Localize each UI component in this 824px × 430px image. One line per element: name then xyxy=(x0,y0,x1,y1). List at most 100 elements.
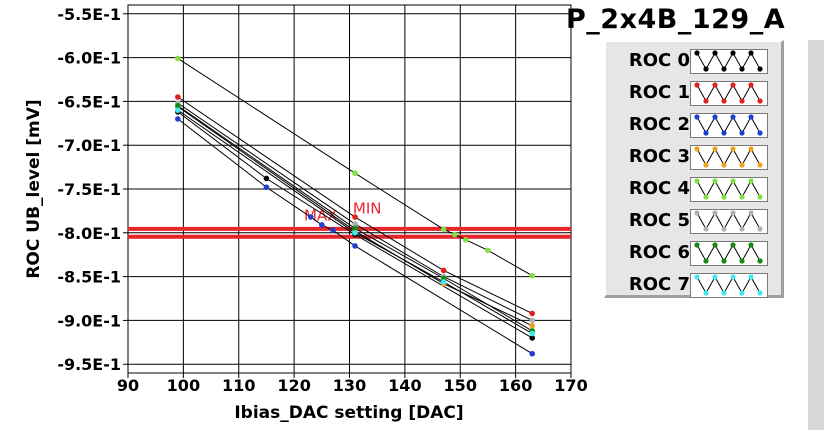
legend-marker xyxy=(730,146,736,152)
legend-swatch xyxy=(690,145,768,170)
legend-label: ROC 4 xyxy=(628,178,690,199)
legend-item: ROC 6 xyxy=(606,238,781,270)
data-point xyxy=(352,230,358,236)
legend-marker xyxy=(721,194,727,200)
legend-marker xyxy=(721,66,727,72)
legend-marker xyxy=(757,258,763,264)
legend-swatch-line xyxy=(696,51,761,71)
legend-marker xyxy=(703,66,709,72)
legend-marker xyxy=(694,114,700,120)
legend-marker xyxy=(721,258,727,264)
legend-marker xyxy=(757,290,763,296)
legend-marker xyxy=(748,114,754,120)
legend-marker xyxy=(739,290,745,296)
x-tick-label: 130 xyxy=(333,376,366,395)
data-point xyxy=(352,214,358,220)
legend-marker xyxy=(703,194,709,200)
y-tick-label: -9.5E-1 xyxy=(57,355,121,374)
chart-title: P_2x4B_129_A xyxy=(566,4,786,35)
x-tick-label: 150 xyxy=(444,376,477,395)
legend-swatch xyxy=(690,49,768,74)
legend-marker xyxy=(730,50,736,56)
legend-marker xyxy=(730,210,736,216)
data-point xyxy=(175,94,181,100)
y-tick-label: -8.0E-1 xyxy=(57,224,121,243)
legend-marker xyxy=(748,146,754,152)
legend-swatch xyxy=(690,241,768,266)
x-tick-label: 120 xyxy=(277,376,310,395)
legend-marker xyxy=(748,50,754,56)
legend-marker xyxy=(721,226,727,232)
y-tick-label: -9.0E-1 xyxy=(57,311,121,330)
legend-marker xyxy=(712,114,718,120)
x-tick-label: 90 xyxy=(117,376,139,395)
legend-label: ROC 0 xyxy=(628,50,690,71)
legend-marker xyxy=(739,66,745,72)
x-tick-label: 110 xyxy=(222,376,255,395)
legend-marker xyxy=(748,82,754,88)
legend-item: ROC 5 xyxy=(606,206,781,238)
legend-marker xyxy=(703,226,709,232)
y-tick-label: -6.5E-1 xyxy=(57,92,121,111)
legend-marker xyxy=(748,242,754,248)
legend-marker xyxy=(703,162,709,168)
legend-marker xyxy=(757,98,763,104)
data-point xyxy=(330,227,336,233)
series-line xyxy=(177,105,533,332)
data-point xyxy=(451,231,458,238)
series-line xyxy=(177,109,533,335)
data-point xyxy=(529,310,536,317)
legend-marker xyxy=(730,178,736,184)
tick-labels: 90 100 110 120 130 140 150 160 170 -5.5E-1 -6.0E-1… xyxy=(57,5,587,395)
legend-swatch xyxy=(690,209,768,234)
series-line xyxy=(177,102,533,321)
legend-swatch-graphic xyxy=(694,210,763,232)
x-tick-label: 170 xyxy=(554,376,587,395)
legend-swatch-graphic xyxy=(694,114,763,136)
legend-marker xyxy=(721,162,727,168)
legend-label: ROC 3 xyxy=(628,146,690,167)
grid xyxy=(123,5,572,378)
data-point xyxy=(263,184,270,191)
scrollbar-track xyxy=(808,40,824,430)
legend-item: ROC 2 xyxy=(606,110,781,142)
legend-item: ROC 4 xyxy=(606,174,781,206)
legend-swatch-line xyxy=(696,179,761,199)
legend-marker xyxy=(694,274,700,280)
legend-marker xyxy=(730,114,736,120)
legend-marker xyxy=(757,66,763,72)
data-point xyxy=(175,55,181,62)
legend-marker xyxy=(703,98,709,104)
legend-label: ROC 7 xyxy=(628,274,690,295)
legend-marker xyxy=(739,98,745,104)
data-point xyxy=(485,247,491,254)
data-point xyxy=(175,116,181,122)
data-point xyxy=(440,226,447,233)
legend-swatch-line xyxy=(696,147,761,167)
legend-label: ROC 2 xyxy=(628,114,690,135)
legend-marker xyxy=(748,178,754,184)
legend-swatch-graphic xyxy=(694,82,763,104)
data-point xyxy=(352,170,358,177)
data-point xyxy=(307,214,314,220)
legend-item: ROC 0 xyxy=(606,46,781,78)
x-tick-label: 160 xyxy=(499,376,532,395)
legend-swatch-graphic xyxy=(694,274,763,296)
data-point xyxy=(440,267,447,274)
data-point xyxy=(462,237,469,243)
legend-marker xyxy=(739,194,745,200)
y-tick-label: -5.5E-1 xyxy=(57,5,121,24)
data-point xyxy=(529,272,536,279)
legend-marker xyxy=(748,210,754,216)
legend-marker xyxy=(721,130,727,136)
series-line xyxy=(177,96,533,314)
legend-marker xyxy=(712,274,718,280)
data-point xyxy=(175,107,181,113)
legend-marker xyxy=(739,130,745,136)
legend-swatch-line xyxy=(696,115,761,135)
y-tick-label: -7.0E-1 xyxy=(57,136,121,155)
legend-marker xyxy=(712,178,718,184)
legend-marker xyxy=(730,274,736,280)
legend-marker xyxy=(757,162,763,168)
